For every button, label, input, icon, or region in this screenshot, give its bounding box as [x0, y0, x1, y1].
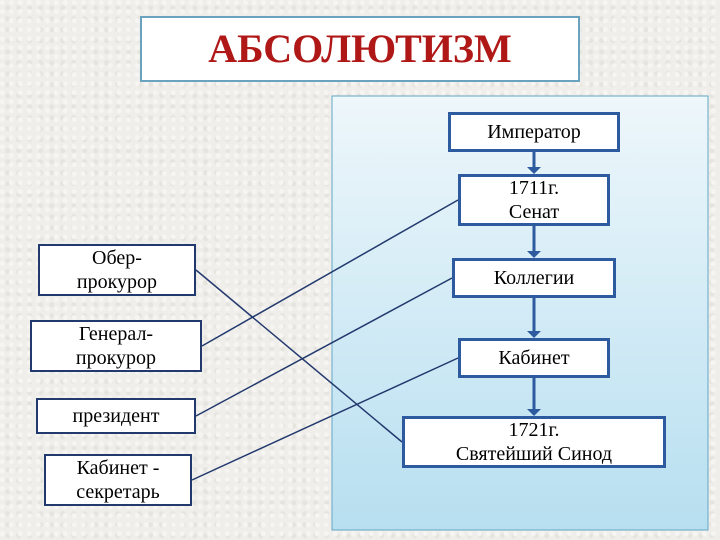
diagram-canvas: АБСОЛЮТИЗМ Император 1711г. Сенат Коллегии К…	[0, 0, 720, 540]
node-senate: 1711г. Сенат	[458, 174, 610, 226]
node-sinod: 1721г. Святейший Синод	[402, 416, 666, 468]
node-general: Генерал- прокурор	[30, 320, 202, 372]
node-sekretar: Кабинет - секретарь	[44, 454, 192, 506]
node-kollegii: Коллегии	[452, 258, 616, 298]
node-kabinet: Кабинет	[458, 338, 610, 378]
node-ober: Обер- прокурор	[38, 244, 196, 296]
diagram-title: АБСОЛЮТИЗМ	[140, 16, 580, 82]
node-emperor: Император	[448, 112, 620, 152]
node-president: президент	[36, 398, 196, 434]
